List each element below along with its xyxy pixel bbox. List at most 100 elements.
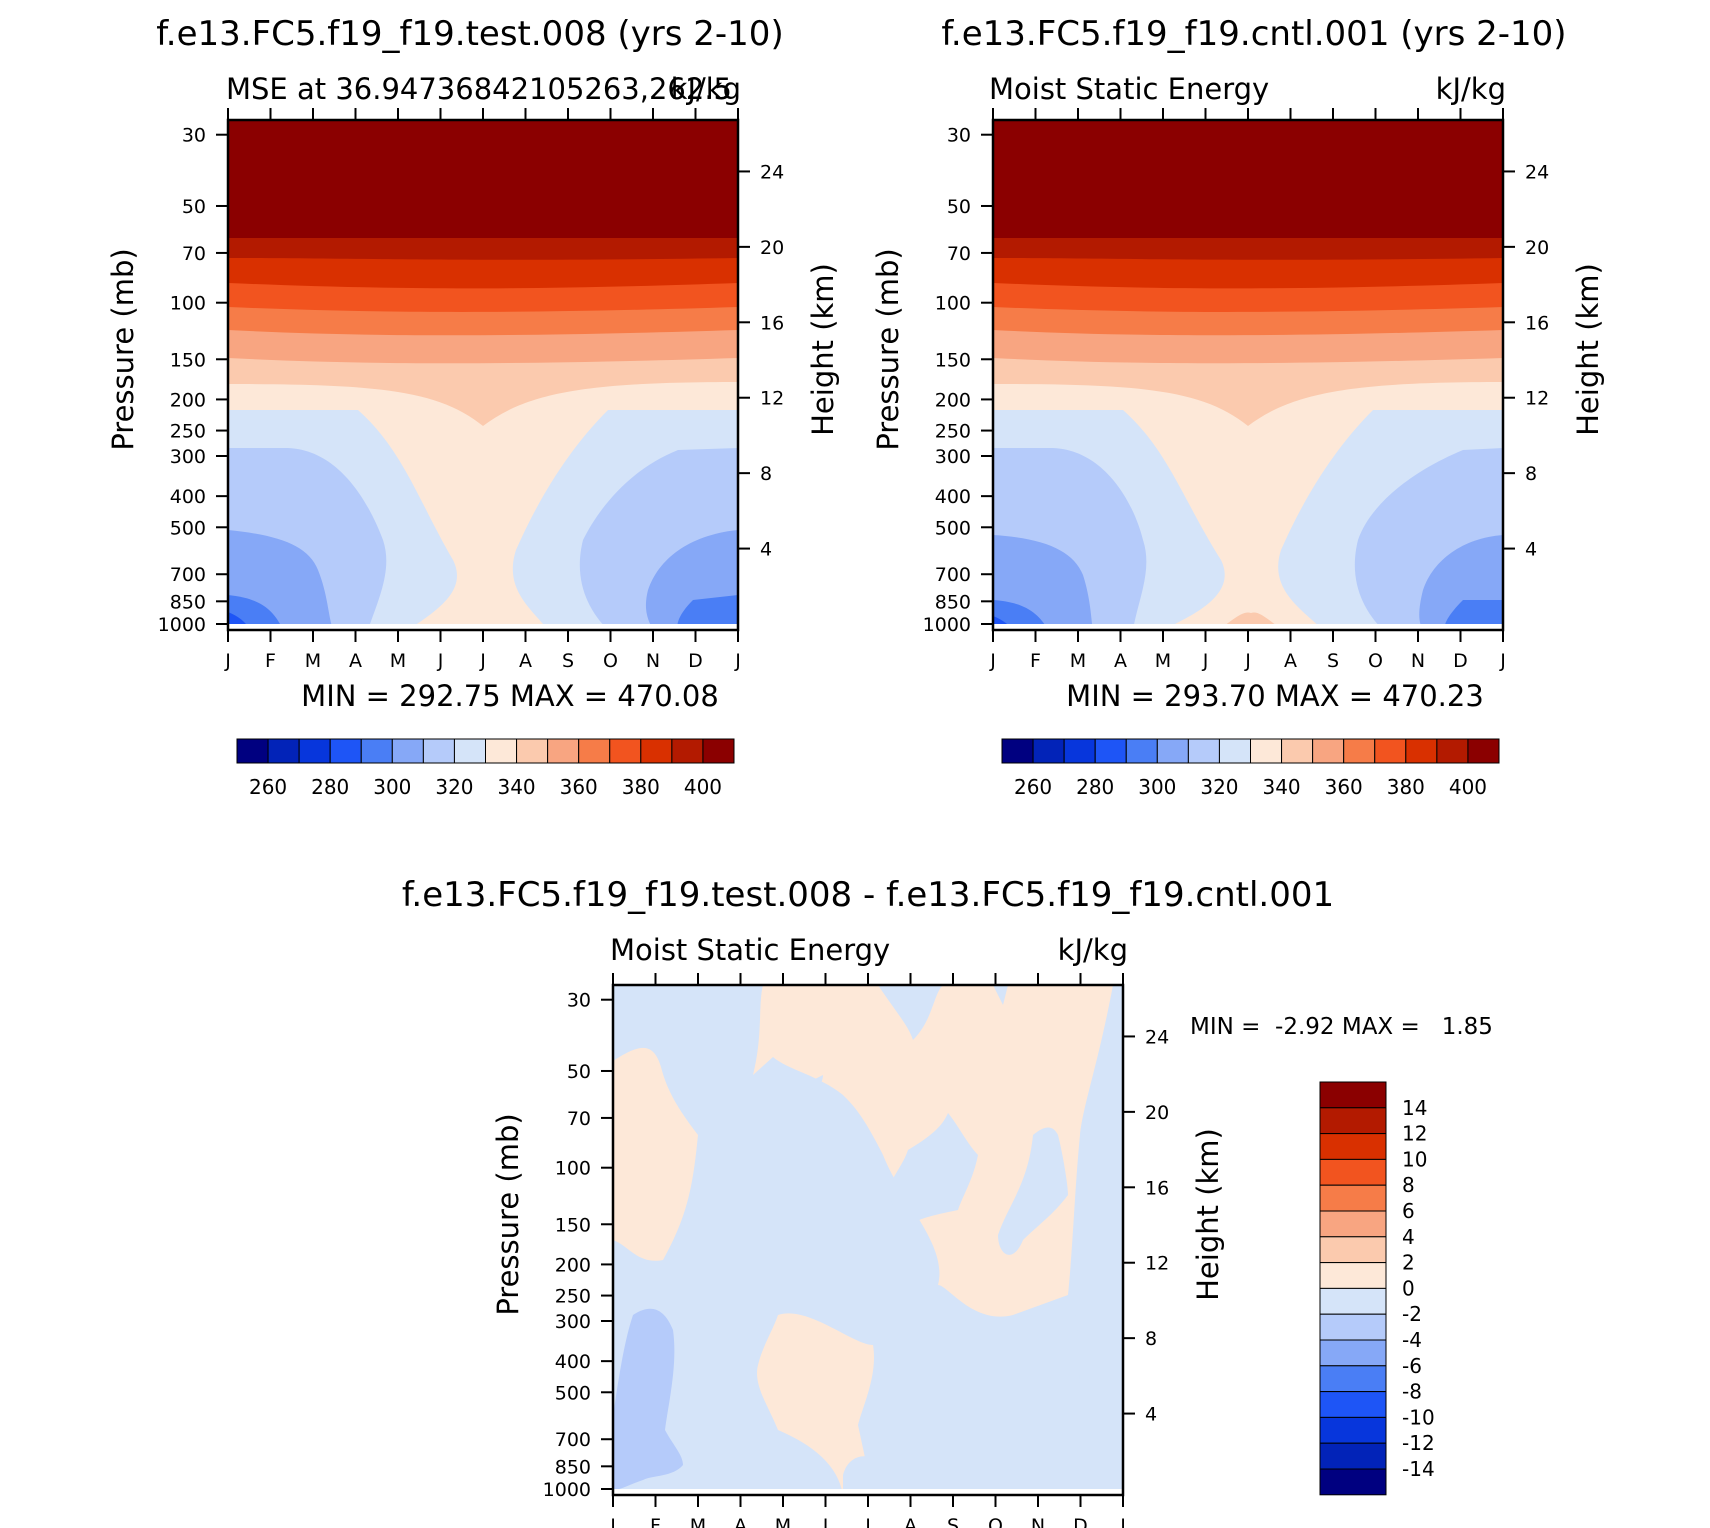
panel-test-colorbar: 260 280 300 320 340 360 380 400 bbox=[236, 738, 735, 799]
panel-diff-colorbar-label: -14 bbox=[1402, 1457, 1435, 1481]
panel-diff-colorbar-swatch bbox=[1319, 1313, 1387, 1341]
panel-diff-month-label: D bbox=[1073, 1515, 1088, 1528]
panel-test-pressure-label: 400 bbox=[170, 486, 206, 508]
panel-diff-colorbar-label: 4 bbox=[1402, 1225, 1415, 1249]
panel-diff-colorbar-swatch bbox=[1319, 1416, 1387, 1444]
panel-cntl-subtitle: Moist Static Energy bbox=[989, 72, 1269, 106]
panel-test-units: kJ/kg bbox=[671, 72, 741, 106]
panel-test-month-label: J bbox=[437, 650, 444, 672]
panel-diff-colorbar-label: -6 bbox=[1402, 1354, 1422, 1378]
panel-cntl-month-label: D bbox=[1453, 650, 1468, 672]
panel-cntl-colorbar-label: 360 bbox=[1325, 775, 1363, 799]
panel-test-pressure-label: 250 bbox=[170, 421, 206, 443]
panel-test-pressure-label: 850 bbox=[170, 591, 206, 613]
panel-cntl-month-label: M bbox=[1070, 650, 1086, 672]
panel-cntl-height-label: 12 bbox=[1525, 388, 1549, 410]
panel-diff-colorbar-label: 8 bbox=[1402, 1173, 1415, 1197]
panel-diff-month-label: J bbox=[609, 1515, 616, 1528]
panel-diff-axes: J F M A M J J A S O N D J 30 50 70 100 150 200 250 300 400 500… bbox=[491, 973, 1225, 1528]
panel-test-colorbar-swatch bbox=[422, 738, 455, 764]
panel-test-month-label: J bbox=[224, 650, 231, 672]
panel-test-colorbar-label: 400 bbox=[684, 775, 722, 799]
panel-cntl-pressure-label: 850 bbox=[935, 591, 971, 613]
panel-cntl-pressure-label: 1000 bbox=[923, 614, 971, 636]
panel-cntl-colorbar-swatch bbox=[1125, 738, 1158, 764]
panel-cntl-colorbar-label: 400 bbox=[1449, 775, 1487, 799]
panel-cntl-month-label: J bbox=[989, 650, 996, 672]
panel-diff-height-label: 8 bbox=[1145, 1328, 1157, 1350]
panel-diff-ylabel: Pressure (mb) bbox=[491, 1113, 525, 1315]
panel-test-month-label: M bbox=[390, 650, 406, 672]
panel-test-month-label: J bbox=[479, 650, 486, 672]
panel-cntl-pressure-label: 250 bbox=[935, 421, 971, 443]
panel-cntl-colorbar-label: 280 bbox=[1076, 775, 1114, 799]
panel-diff-colorbar-label: 10 bbox=[1402, 1147, 1427, 1171]
panel-test-month-label: J bbox=[734, 650, 741, 672]
panel-cntl-pressure-label: 700 bbox=[935, 564, 971, 586]
panel-cntl-pressure-label: 500 bbox=[935, 517, 971, 539]
panel-diff-pressure-label: 700 bbox=[555, 1429, 591, 1451]
panel-cntl-height-label: 24 bbox=[1525, 161, 1549, 183]
panel-diff-height-label: 24 bbox=[1145, 1026, 1169, 1048]
panel-test-month-label: M bbox=[305, 650, 321, 672]
panel-diff-month-label: S bbox=[947, 1515, 959, 1528]
panel-cntl-month-label: N bbox=[1411, 650, 1425, 672]
panel-diff-y2label: Height (km) bbox=[1191, 1128, 1225, 1301]
panel-cntl-month-label: J bbox=[1244, 650, 1251, 672]
panel-diff-pressure-label: 150 bbox=[555, 1214, 591, 1236]
panel-test-pressure-label: 100 bbox=[170, 293, 206, 315]
panel-cntl-month-label: O bbox=[1368, 650, 1383, 672]
panel-diff-minmax: MIN = -2.92 MAX = 1.85 bbox=[1190, 1014, 1493, 1040]
panel-test-colorbar-swatch bbox=[547, 738, 580, 764]
panel-diff-month-label: M bbox=[775, 1515, 791, 1528]
panel-diff-month-label: A bbox=[904, 1515, 917, 1528]
panel-diff-colorbar-swatch bbox=[1319, 1365, 1387, 1393]
panel-test-month-label: F bbox=[265, 650, 276, 672]
panel-test-height-label: 8 bbox=[760, 463, 772, 485]
panel-test-pressure-label: 300 bbox=[170, 446, 206, 468]
panel-cntl-height-label: 16 bbox=[1525, 312, 1549, 334]
panel-diff-colorbar-label: 0 bbox=[1402, 1276, 1415, 1300]
panel-test-pressure-label: 500 bbox=[170, 517, 206, 539]
panel-test-height-label: 12 bbox=[760, 388, 784, 410]
panel-diff-pressure-label: 30 bbox=[567, 990, 591, 1012]
panel-test-colorbar-label: 280 bbox=[311, 775, 349, 799]
panel-diff-colorbar-label: 6 bbox=[1402, 1199, 1415, 1223]
panel-cntl-colorbar-label: 320 bbox=[1200, 775, 1238, 799]
panel-diff-colorbar-swatch bbox=[1319, 1236, 1387, 1264]
panel-cntl-colorbar-label: 300 bbox=[1138, 775, 1176, 799]
panel-diff-height-label: 20 bbox=[1145, 1102, 1169, 1124]
panel-test-month-label: S bbox=[562, 650, 574, 672]
panel-cntl-colorbar-swatch bbox=[1156, 738, 1189, 764]
panel-diff-colorbar-swatch bbox=[1319, 1287, 1387, 1315]
panel-diff-month-label: J bbox=[822, 1515, 829, 1528]
panel-test-colorbar-swatch bbox=[329, 738, 362, 764]
panel-cntl-colorbar-swatch bbox=[1436, 738, 1469, 764]
panel-cntl-axes: J F M A M J J A S O N D J 30 50 70 100 150 200 250 300 400 500… bbox=[871, 108, 1605, 672]
panel-diff-height-label: 4 bbox=[1145, 1404, 1157, 1426]
panel-cntl-pressure-label: 150 bbox=[935, 349, 971, 371]
panel-diff-pressure-label: 100 bbox=[555, 1158, 591, 1180]
panel-test-pressure-label: 50 bbox=[182, 196, 206, 218]
panel-test-y2label: Height (km) bbox=[806, 263, 840, 436]
panel-diff-month-label: F bbox=[650, 1515, 661, 1528]
panel-test-colorbar-swatch bbox=[578, 738, 611, 764]
panel-diff-colorbar-swatch bbox=[1319, 1391, 1387, 1418]
panel-test-colorbar-swatch bbox=[516, 738, 549, 764]
panel-test-colorbar-swatch bbox=[453, 738, 486, 764]
panel-test-colorbar-swatch bbox=[298, 738, 331, 764]
panel-cntl-colorbar-swatch bbox=[1094, 738, 1127, 764]
panel-cntl-pressure-label: 200 bbox=[935, 389, 971, 411]
panel-diff-pressure-label: 500 bbox=[555, 1382, 591, 1404]
panel-cntl-colorbar-swatch bbox=[1001, 738, 1034, 764]
panel-test-colorbar-swatch bbox=[236, 738, 269, 764]
panel-cntl: f.e13.FC5.f19_f19.cntl.001 (yrs 2-10) Mo… bbox=[871, 14, 1605, 799]
panel-diff-colorbar-swatch bbox=[1319, 1468, 1387, 1496]
panel-cntl-colorbar-label: 260 bbox=[1014, 775, 1052, 799]
panel-test-colorbar-label: 380 bbox=[622, 775, 660, 799]
panel-cntl-height-label: 4 bbox=[1525, 539, 1537, 561]
panel-diff-pressure-label: 50 bbox=[567, 1061, 591, 1083]
panel-diff-colorbar-label: -10 bbox=[1402, 1405, 1435, 1429]
panel-cntl-pressure-label: 400 bbox=[935, 486, 971, 508]
